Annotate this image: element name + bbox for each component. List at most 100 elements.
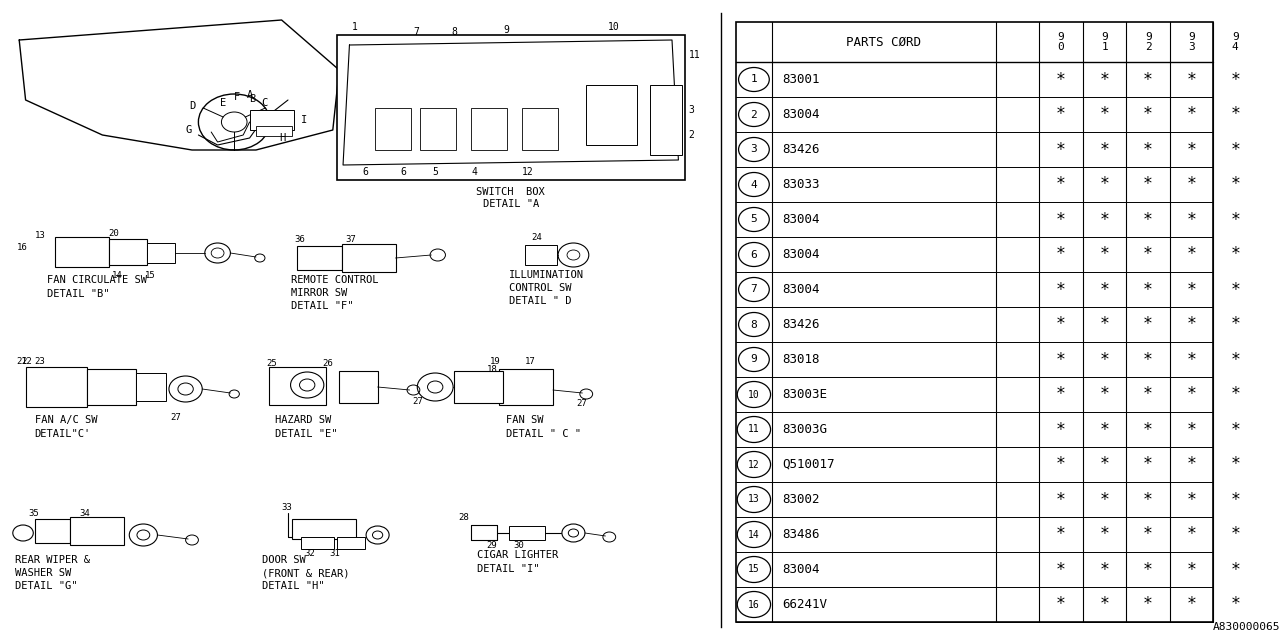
Text: 83033: 83033: [782, 178, 819, 191]
Text: *: *: [1143, 490, 1153, 509]
Text: 11: 11: [689, 50, 700, 60]
Bar: [339, 371, 378, 403]
Text: *: *: [1056, 316, 1066, 333]
Text: *: *: [1100, 211, 1110, 228]
Text: 9
1: 9 1: [1101, 31, 1108, 52]
Text: 6: 6: [750, 250, 758, 259]
Bar: [586, 85, 637, 145]
Text: *: *: [1056, 351, 1066, 369]
Text: 28: 28: [458, 513, 468, 522]
Bar: [525, 245, 557, 265]
Text: 83486: 83486: [782, 528, 819, 541]
Text: A830000065: A830000065: [1212, 622, 1280, 632]
Text: PARTS CØRD: PARTS CØRD: [846, 35, 922, 49]
Text: 6: 6: [362, 167, 369, 177]
Text: *: *: [1100, 246, 1110, 264]
Text: 12: 12: [748, 460, 760, 470]
Text: *: *: [1056, 385, 1066, 403]
Bar: [337, 537, 365, 549]
Text: (FRONT & REAR): (FRONT & REAR): [262, 568, 349, 578]
Text: 1: 1: [750, 74, 758, 84]
Bar: [522, 108, 558, 150]
Text: A: A: [247, 90, 253, 100]
Text: *: *: [1143, 420, 1153, 438]
Text: Q510017: Q510017: [782, 458, 835, 471]
Text: *: *: [1230, 351, 1240, 369]
Text: 20: 20: [109, 228, 119, 237]
Text: CIGAR LIGHTER: CIGAR LIGHTER: [477, 550, 558, 560]
Text: *: *: [1187, 525, 1197, 543]
Text: *: *: [1056, 175, 1066, 193]
Text: *: *: [1143, 70, 1153, 88]
Text: DETAIL "H": DETAIL "H": [262, 581, 325, 591]
Text: 83018: 83018: [782, 353, 819, 366]
Text: *: *: [1230, 595, 1240, 614]
Text: 13: 13: [748, 495, 760, 504]
Text: *: *: [1143, 280, 1153, 298]
Text: 83004: 83004: [782, 283, 819, 296]
Text: *: *: [1056, 211, 1066, 228]
Text: 22: 22: [22, 358, 32, 367]
Text: 9
3: 9 3: [1188, 31, 1196, 52]
Text: 16: 16: [17, 243, 27, 252]
Text: REAR WIPER &: REAR WIPER &: [15, 555, 91, 565]
Text: 9
0: 9 0: [1057, 31, 1065, 52]
Text: *: *: [1230, 385, 1240, 403]
Bar: [342, 39, 680, 176]
Text: 21: 21: [17, 358, 27, 367]
Text: DETAIL"C': DETAIL"C': [35, 429, 91, 439]
Text: *: *: [1100, 561, 1110, 579]
Text: 27: 27: [412, 397, 422, 406]
Text: *: *: [1056, 141, 1066, 159]
Bar: [55, 237, 109, 267]
Text: *: *: [1230, 280, 1240, 298]
Text: 9: 9: [750, 355, 758, 365]
Text: WASHER SW: WASHER SW: [15, 568, 72, 578]
Text: *: *: [1230, 525, 1240, 543]
Text: *: *: [1143, 141, 1153, 159]
Bar: [136, 373, 166, 401]
Text: *: *: [1187, 490, 1197, 509]
Text: H: H: [279, 133, 285, 143]
Text: 15: 15: [748, 564, 760, 575]
Bar: [250, 110, 294, 130]
Text: *: *: [1187, 316, 1197, 333]
Text: 9
4: 9 4: [1231, 31, 1239, 52]
Bar: [292, 519, 356, 539]
Text: 10: 10: [748, 390, 760, 399]
Text: ILLUMINATION: ILLUMINATION: [509, 270, 585, 280]
Text: 31: 31: [329, 548, 339, 557]
Text: DOOR SW: DOOR SW: [262, 555, 306, 565]
Text: *: *: [1230, 106, 1240, 124]
Text: *: *: [1187, 420, 1197, 438]
Text: 7: 7: [413, 27, 420, 37]
Text: B: B: [250, 94, 256, 104]
Text: *: *: [1187, 351, 1197, 369]
Text: 36: 36: [294, 236, 305, 244]
Text: *: *: [1187, 280, 1197, 298]
Text: 32: 32: [305, 548, 315, 557]
Text: *: *: [1230, 490, 1240, 509]
Text: 14: 14: [748, 529, 760, 540]
Text: *: *: [1230, 211, 1240, 228]
Text: 13: 13: [35, 230, 45, 239]
Text: 83426: 83426: [782, 318, 819, 331]
Text: CONTROL SW: CONTROL SW: [509, 283, 572, 293]
Bar: [454, 371, 503, 403]
Text: 83003E: 83003E: [782, 388, 827, 401]
Text: *: *: [1187, 595, 1197, 614]
Text: 83426: 83426: [782, 143, 819, 156]
Text: *: *: [1100, 420, 1110, 438]
Text: *: *: [1187, 70, 1197, 88]
Bar: [375, 108, 411, 150]
Text: HAZARD SW: HAZARD SW: [275, 415, 332, 425]
Text: *: *: [1100, 70, 1110, 88]
Text: 16: 16: [748, 600, 760, 609]
Text: 6: 6: [401, 167, 407, 177]
Text: *: *: [1143, 175, 1153, 193]
Text: 9
2: 9 2: [1144, 31, 1152, 52]
Text: *: *: [1143, 246, 1153, 264]
Bar: [736, 22, 1213, 622]
Text: 15: 15: [145, 271, 155, 280]
Text: 8: 8: [452, 27, 458, 37]
